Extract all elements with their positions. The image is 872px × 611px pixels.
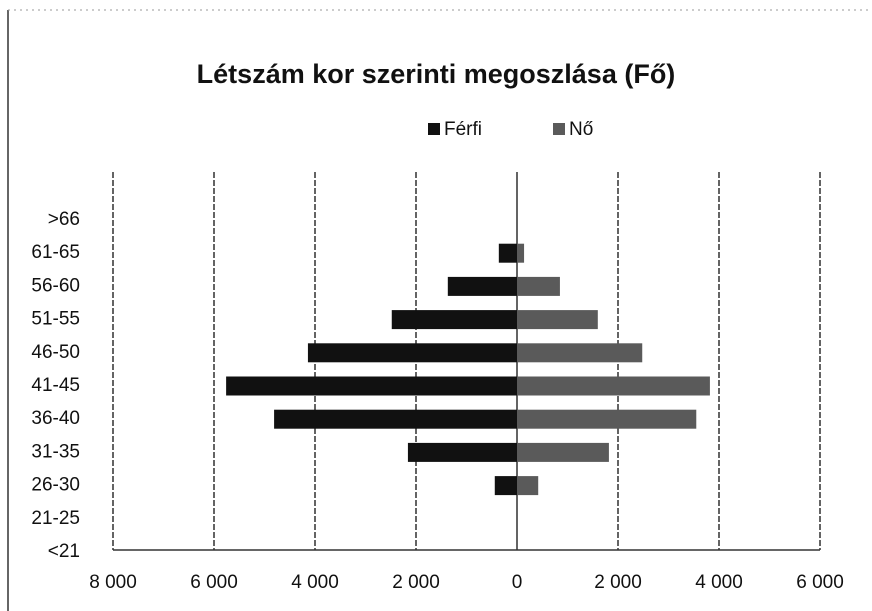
x-tick-label: 0 bbox=[512, 572, 523, 593]
y-tick-label: 46-50 bbox=[31, 342, 80, 363]
x-tick-label: 2 000 bbox=[392, 572, 440, 593]
bar bbox=[517, 243, 525, 263]
y-tick-label: 56-60 bbox=[31, 275, 80, 296]
chart-title: Létszám kor szerinti megoszlása (Fő) bbox=[197, 59, 676, 89]
legend-label: Férfi bbox=[444, 119, 482, 140]
x-tick-label: 4 000 bbox=[695, 572, 743, 593]
bar bbox=[517, 442, 609, 462]
bar bbox=[307, 343, 517, 363]
legend-label: Nő bbox=[569, 119, 593, 140]
bar bbox=[517, 276, 560, 296]
bar bbox=[517, 343, 643, 363]
legend-swatch bbox=[553, 123, 565, 135]
bar bbox=[391, 310, 517, 330]
y-tick-label: 31-35 bbox=[31, 441, 80, 462]
y-tick-label: <21 bbox=[48, 541, 80, 562]
y-tick-label: 61-65 bbox=[31, 242, 80, 263]
bar bbox=[274, 409, 517, 429]
bar bbox=[517, 476, 539, 496]
bar bbox=[226, 376, 517, 396]
y-tick-label: >66 bbox=[48, 209, 80, 230]
x-tick-label: 2 000 bbox=[594, 572, 642, 593]
y-tick-label: 41-45 bbox=[31, 375, 80, 396]
x-tick-label: 6 000 bbox=[796, 572, 844, 593]
bar bbox=[494, 476, 517, 496]
bar bbox=[498, 243, 517, 263]
x-tick-label: 6 000 bbox=[190, 572, 238, 593]
bar bbox=[447, 276, 517, 296]
y-tick-label: 26-30 bbox=[31, 475, 80, 496]
bar bbox=[517, 310, 598, 330]
y-tick-label: 51-55 bbox=[31, 309, 80, 330]
x-tick-label: 8 000 bbox=[89, 572, 137, 593]
y-tick-label: 36-40 bbox=[31, 408, 80, 429]
bar bbox=[407, 442, 517, 462]
bar bbox=[517, 376, 710, 396]
bar bbox=[517, 409, 697, 429]
y-tick-label: 21-25 bbox=[31, 508, 80, 529]
x-tick-label: 4 000 bbox=[291, 572, 339, 593]
legend-swatch bbox=[428, 123, 440, 135]
